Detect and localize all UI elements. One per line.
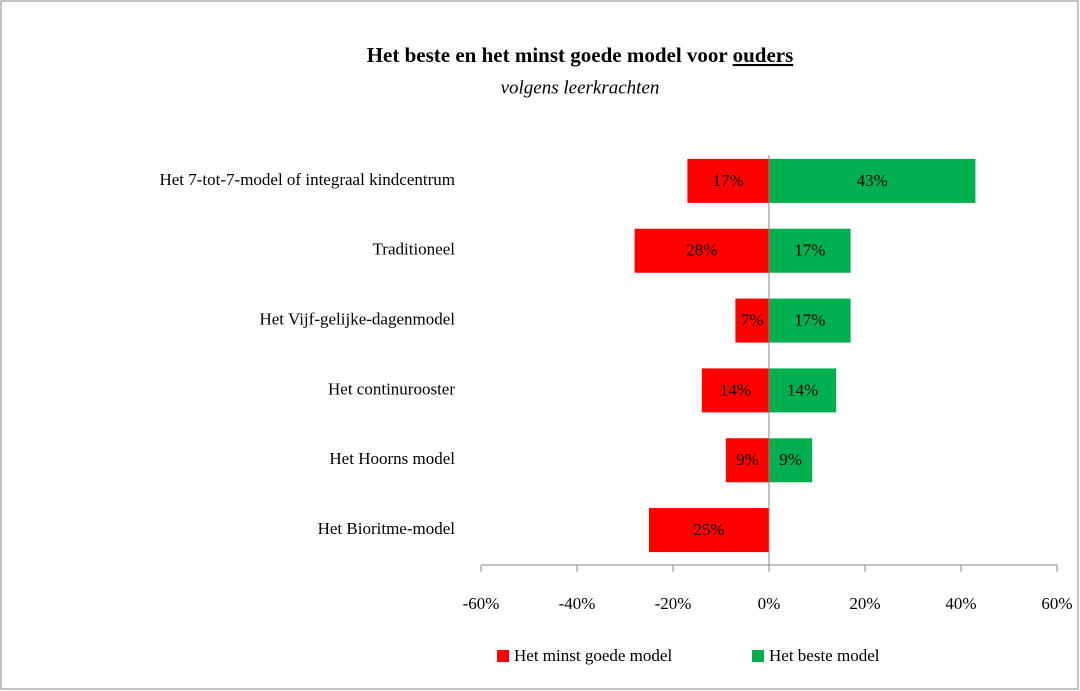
bar	[649, 508, 769, 553]
data-label: 28%	[686, 241, 717, 260]
category-label: Het Bioritme-model	[318, 519, 456, 538]
category-label: Het 7-tot-7-model of integraal kindcentr…	[159, 170, 455, 189]
x-tick-label: 40%	[945, 594, 976, 613]
data-label: 9%	[779, 450, 802, 469]
x-tick-label: 20%	[849, 594, 880, 613]
bar	[634, 228, 769, 273]
title-emphasis: ouders	[733, 43, 794, 67]
chart-title: Het beste en het minst goede model voor …	[367, 43, 794, 67]
data-label: 14%	[787, 380, 818, 399]
data-label: 17%	[794, 310, 825, 329]
bar	[725, 438, 769, 483]
x-tick-label: 0%	[758, 594, 781, 613]
legend-swatch	[752, 650, 764, 662]
data-label: 17%	[713, 171, 744, 190]
legend-label: Het beste model	[769, 646, 880, 665]
bar	[769, 438, 813, 483]
bar	[769, 228, 851, 273]
bar	[769, 368, 837, 413]
x-tick-label: -60%	[463, 594, 500, 613]
bar	[769, 158, 976, 203]
bar	[735, 298, 769, 343]
data-label: 25%	[693, 520, 724, 539]
x-tick-label: -40%	[559, 594, 596, 613]
category-label: Het Vijf-gelijke-dagenmodel	[259, 309, 455, 328]
legend-label: Het minst goede model	[514, 646, 672, 665]
data-label: 17%	[794, 241, 825, 260]
x-tick-label: -20%	[655, 594, 692, 613]
data-label: 14%	[720, 380, 751, 399]
category-label: Het Hoorns model	[329, 449, 455, 468]
category-label: Traditioneel	[373, 240, 456, 259]
title-text: Het beste en het minst goede model voor	[367, 43, 728, 67]
chart-subtitle: volgens leerkrachten	[501, 77, 660, 98]
category-label: Het continurooster	[328, 379, 455, 398]
legend-swatch	[497, 650, 509, 662]
bar	[701, 368, 769, 413]
bar	[687, 158, 769, 203]
bar	[769, 298, 851, 343]
data-label: 7%	[741, 310, 764, 329]
x-tick-label: 60%	[1041, 594, 1072, 613]
data-label: 9%	[736, 450, 759, 469]
data-label: 43%	[857, 171, 888, 190]
